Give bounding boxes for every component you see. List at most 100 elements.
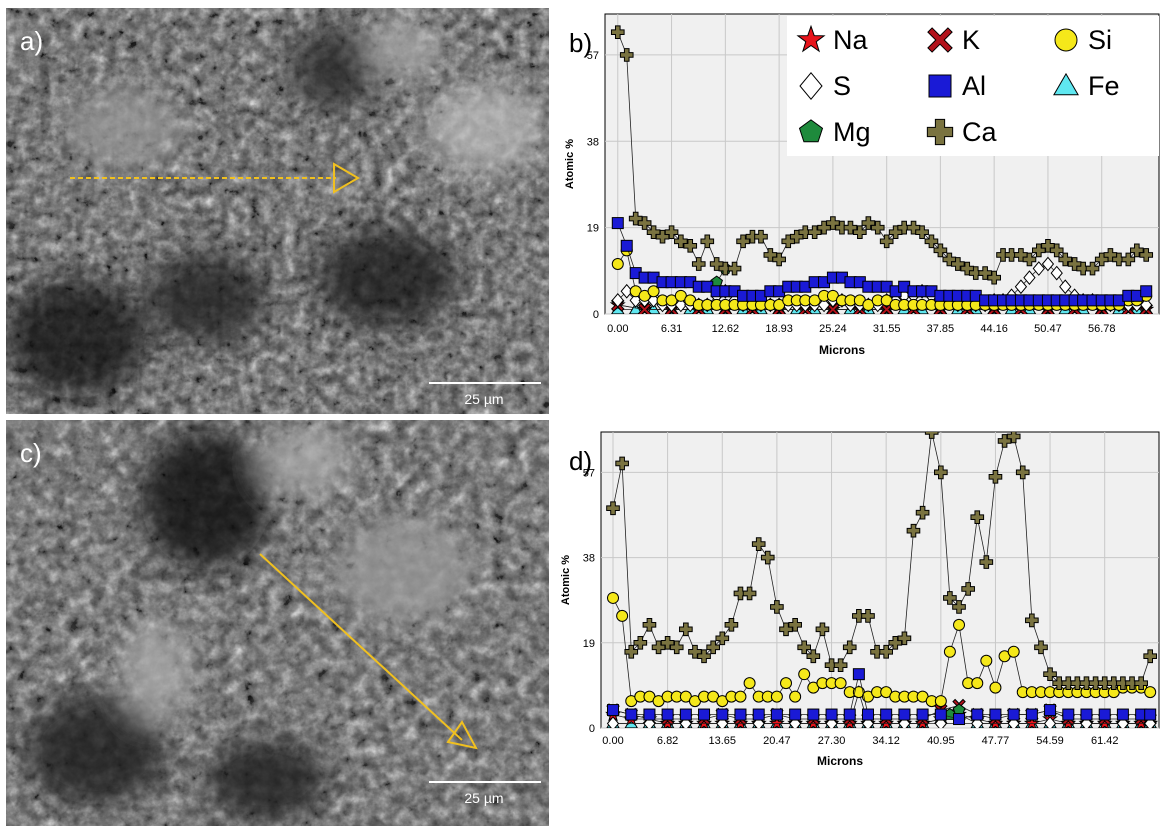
data-point-al bbox=[825, 708, 838, 721]
chart-d-svg: 0.00 6.82 13.65 20.47 27.30 34.12 40.95 47.77 54… bbox=[560, 431, 1160, 768]
data-point-ca bbox=[1112, 252, 1126, 267]
y-tick-label: 57 bbox=[587, 50, 599, 62]
chart-b: 0.00 6.31 12.62 18.93 25.24 31.55 37.85 44.16 50… bbox=[553, 0, 1161, 366]
data-point-ca bbox=[727, 261, 742, 276]
data-point-al bbox=[716, 708, 729, 721]
data-point-ca bbox=[1022, 252, 1037, 267]
data-point-s bbox=[1032, 261, 1045, 276]
data-point-ca bbox=[1015, 465, 1030, 480]
scan-arrowhead-a bbox=[333, 162, 360, 194]
legend-marker-mg bbox=[798, 119, 824, 143]
data-point-s bbox=[788, 716, 802, 728]
x-tick-label: 27.30 bbox=[818, 735, 846, 747]
data-point-ca bbox=[870, 220, 885, 235]
x-tick-label: 50.47 bbox=[1034, 323, 1062, 335]
legend-label-s: S bbox=[833, 71, 851, 101]
data-point-ca bbox=[679, 622, 693, 637]
data-point-al bbox=[611, 217, 624, 230]
data-point-ca bbox=[619, 48, 634, 62]
x-tick-label: 6.82 bbox=[657, 735, 678, 747]
data-point-ca bbox=[843, 220, 858, 235]
data-point-s bbox=[1007, 716, 1020, 728]
data-point-si bbox=[647, 285, 660, 298]
data-point-al bbox=[698, 708, 711, 721]
x-tick-label: 20.47 bbox=[763, 735, 791, 747]
series-ca bbox=[606, 432, 1158, 690]
x-tick-label: 31.55 bbox=[873, 323, 901, 335]
data-point-si bbox=[780, 677, 793, 690]
data-point-s bbox=[971, 716, 984, 728]
data-point-s bbox=[716, 716, 729, 728]
data-point-ca bbox=[1121, 252, 1136, 267]
legend-box bbox=[787, 16, 1159, 156]
data-point-ca bbox=[1006, 432, 1021, 444]
data-point-al bbox=[1144, 708, 1157, 721]
data-point-al bbox=[620, 239, 633, 252]
scale-text-a: 25 µm bbox=[464, 391, 503, 407]
y-axis-label: Atomic % bbox=[564, 139, 576, 189]
data-point-s bbox=[1014, 279, 1028, 295]
scan-line-c bbox=[259, 553, 463, 741]
data-point-ca bbox=[706, 640, 720, 655]
data-point-ca bbox=[754, 229, 768, 244]
series-al bbox=[607, 668, 1157, 726]
data-point-al bbox=[852, 668, 865, 681]
data-point-ca bbox=[718, 261, 733, 276]
data-point-al bbox=[752, 708, 765, 721]
data-point-ca bbox=[915, 505, 930, 520]
data-point-ca bbox=[968, 266, 983, 280]
x-tick-label: 13.65 bbox=[709, 735, 737, 747]
data-point-al bbox=[1140, 285, 1153, 298]
legend-marker-al bbox=[928, 74, 952, 98]
data-point-ca bbox=[1139, 248, 1154, 262]
scan-arrowhead-c bbox=[446, 720, 478, 750]
data-point-ca bbox=[1004, 248, 1019, 262]
y-tick-label: 0 bbox=[593, 309, 599, 321]
data-point-si bbox=[798, 668, 811, 681]
data-point-ca bbox=[979, 555, 994, 569]
data-point-s bbox=[1140, 297, 1153, 313]
data-point-ca bbox=[1134, 676, 1148, 690]
data-point-s bbox=[1116, 716, 1130, 728]
x-tick-label: 6.31 bbox=[661, 323, 682, 335]
series-al bbox=[611, 217, 1153, 307]
data-point-ca bbox=[751, 537, 766, 551]
data-point-na bbox=[1023, 715, 1040, 728]
y-tick-label: 19 bbox=[583, 638, 595, 650]
data-point-al bbox=[734, 708, 747, 721]
data-point-ca bbox=[606, 501, 620, 516]
legend-label-na: Na bbox=[833, 25, 868, 55]
data-point-ca bbox=[815, 622, 830, 637]
data-point-ca bbox=[915, 225, 929, 240]
data-point-s bbox=[611, 292, 624, 308]
data-point-ca bbox=[1130, 243, 1144, 258]
data-point-s bbox=[674, 297, 688, 313]
data-point-ca bbox=[624, 644, 639, 659]
data-point-si bbox=[989, 681, 1002, 694]
data-point-ca bbox=[691, 257, 706, 271]
data-point-fe bbox=[646, 302, 661, 314]
data-point-ca bbox=[951, 257, 965, 271]
data-point-ca bbox=[615, 456, 629, 471]
data-point-ca bbox=[669, 640, 684, 655]
data-point-ca bbox=[1058, 252, 1073, 267]
x-tick-label: 25.24 bbox=[819, 323, 847, 335]
data-point-s bbox=[1043, 716, 1057, 728]
data-point-ca bbox=[924, 432, 939, 439]
panel-label-b: b) bbox=[569, 28, 592, 58]
data-point-si bbox=[834, 677, 847, 690]
y-tick-label: 57 bbox=[583, 467, 595, 479]
x-tick-label: 47.77 bbox=[982, 735, 1010, 747]
sem-image-c: c) 25 µm bbox=[6, 420, 549, 826]
data-point-ca bbox=[798, 225, 813, 240]
data-point-ca bbox=[633, 635, 648, 650]
data-point-s bbox=[643, 716, 656, 728]
legend-label-fe: Fe bbox=[1088, 71, 1120, 101]
x-axis-label: Microns bbox=[817, 754, 863, 768]
data-point-ca bbox=[906, 523, 921, 538]
x-tick-label: 40.95 bbox=[927, 735, 955, 747]
data-point-ca bbox=[879, 234, 894, 249]
data-point-ca bbox=[610, 25, 625, 40]
data-point-si bbox=[1007, 645, 1020, 658]
data-point-s bbox=[606, 716, 620, 728]
